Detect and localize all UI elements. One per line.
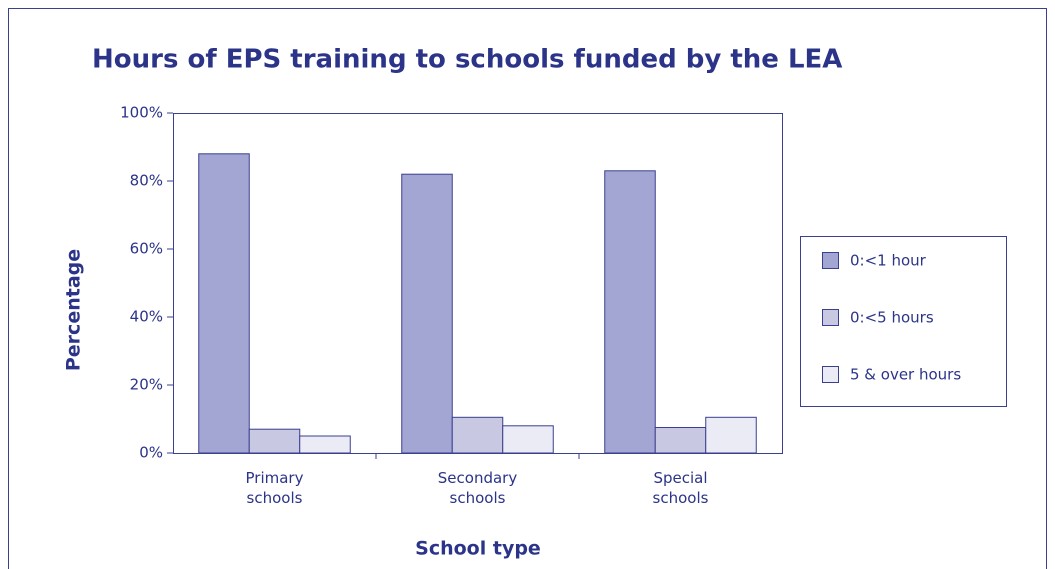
y-tick-label: 80% [130, 172, 163, 190]
bar [654, 427, 707, 454]
chart-title: Hours of EPS training to schools funded … [92, 45, 842, 75]
bar [248, 428, 301, 454]
legend-label: 0:<5 hours [850, 309, 934, 327]
x-tick-label: Special schools [652, 469, 709, 507]
plot-area [173, 113, 783, 454]
y-axis-label: Percentage [63, 249, 85, 371]
y-tick-label: 20% [130, 376, 163, 394]
legend-swatch [822, 252, 839, 269]
y-tick-label: 100% [120, 104, 163, 122]
legend-label: 5 & over hours [850, 366, 961, 384]
bar [604, 170, 656, 454]
x-tick-label: Primary schools [245, 469, 304, 507]
bar [401, 173, 453, 454]
y-tick-label: 0% [139, 444, 163, 462]
bar [451, 416, 504, 454]
legend-label: 0:<1 hour [850, 252, 927, 270]
legend-swatch [822, 366, 839, 383]
bar [502, 425, 554, 454]
x-axis-label: School type [415, 538, 541, 560]
bar [299, 435, 351, 454]
bar [705, 416, 757, 454]
legend-swatch [822, 309, 839, 326]
x-tick-label: Secondary schools [437, 469, 518, 507]
y-tick-label: 40% [130, 308, 163, 326]
y-tick-label: 60% [130, 240, 163, 258]
frame [8, 8, 1047, 569]
bar [198, 153, 250, 454]
